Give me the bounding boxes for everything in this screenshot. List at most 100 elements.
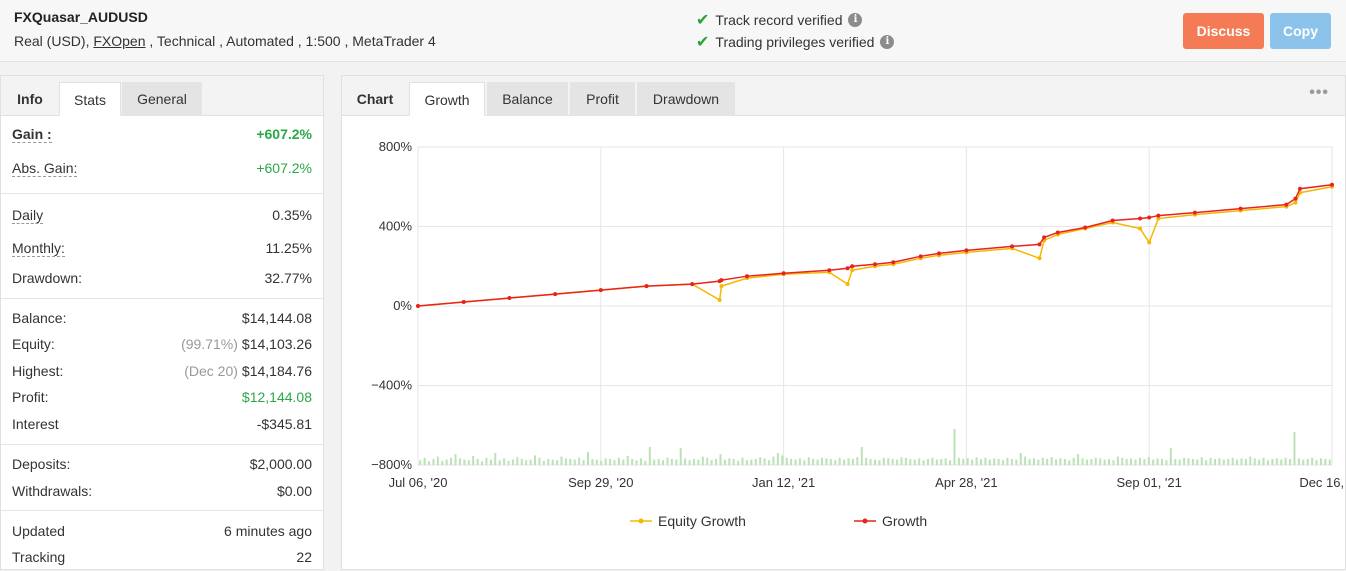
volume-bar	[1293, 432, 1296, 465]
volume-bar	[1196, 459, 1199, 465]
growth-point	[827, 268, 832, 273]
volume-bar	[516, 457, 519, 465]
volume-bar	[1311, 457, 1314, 465]
volume-bar	[613, 460, 616, 465]
checkmark-icon: ✔	[696, 12, 710, 29]
growth-point	[1298, 186, 1303, 191]
volume-bar	[631, 459, 634, 465]
volume-bar	[997, 459, 1000, 465]
volume-bar	[1280, 459, 1283, 465]
volume-bar	[984, 457, 987, 465]
volume-bar	[851, 459, 854, 465]
withdrawals-label: Withdrawals:	[12, 483, 93, 499]
stat-monthly: Monthly: 11.25%	[1, 236, 323, 262]
growth-point	[507, 296, 512, 301]
volume-bar	[918, 458, 921, 465]
daily-label[interactable]: Daily	[12, 207, 44, 224]
volume-bar	[834, 460, 837, 465]
more-options-icon[interactable]: •••	[1309, 84, 1329, 101]
account-meta: Real (USD), FXOpen , Technical , Automat…	[14, 33, 436, 49]
volume-bar	[772, 456, 775, 465]
x-tick-label: Sep 01, '21	[1117, 475, 1182, 490]
volume-bar	[1165, 460, 1168, 465]
volume-bar	[1143, 459, 1146, 465]
volume-bar	[595, 459, 598, 465]
volume-bar	[423, 457, 426, 465]
volume-bar	[1108, 459, 1111, 465]
volume-bar	[525, 460, 528, 465]
volume-bar	[657, 459, 660, 465]
volume-bar	[781, 455, 784, 465]
info-icon[interactable]: i	[880, 35, 895, 49]
volume-bar	[635, 460, 638, 465]
tab-info[interactable]: Info	[17, 91, 43, 107]
volume-bar	[1085, 459, 1088, 465]
info-icon[interactable]: i	[848, 13, 863, 27]
growth-point	[873, 262, 877, 267]
volume-bar	[803, 460, 806, 465]
growth-point	[1192, 210, 1197, 215]
stat-tracking: Tracking 22	[1, 545, 323, 571]
volume-bar	[1297, 458, 1300, 465]
tab-general[interactable]: General	[122, 82, 202, 116]
tab-balance[interactable]: Balance	[487, 82, 568, 116]
volume-bar	[701, 456, 704, 465]
broker-link[interactable]: FXOpen	[93, 33, 146, 49]
growth-point	[936, 251, 941, 256]
volume-bar	[1090, 459, 1093, 465]
withdrawals-value: $0.00	[276, 483, 312, 499]
volume-bar	[458, 458, 461, 465]
tab-stats[interactable]: Stats	[59, 82, 121, 116]
highest-amount: $14,184.76	[241, 363, 312, 379]
tab-growth[interactable]: Growth	[409, 82, 485, 116]
interest-value: -$345.81	[256, 416, 312, 432]
volume-bar	[1041, 457, 1044, 465]
x-tick-label: Dec 16, '21	[1299, 475, 1345, 490]
volume-bar	[556, 460, 559, 465]
volume-bar	[1019, 453, 1022, 465]
volume-bar	[578, 457, 581, 465]
volume-bar	[798, 458, 801, 465]
volume-bar	[1116, 456, 1119, 465]
drawdown-label: Drawdown:	[12, 270, 83, 286]
volume-bar	[935, 459, 938, 465]
abs-gain-label[interactable]: Abs. Gain:	[12, 160, 78, 177]
copy-button[interactable]: Copy	[1270, 13, 1331, 49]
volume-bar	[503, 458, 506, 465]
interest-label: Interest	[12, 416, 59, 432]
tracking-value: 22	[296, 549, 312, 565]
volume-bar	[1227, 459, 1230, 465]
tab-drawdown[interactable]: Drawdown	[637, 82, 735, 116]
discuss-button[interactable]: Discuss	[1183, 13, 1264, 49]
volume-bar	[1218, 458, 1221, 465]
volume-bar	[551, 459, 554, 465]
volume-bar	[785, 457, 788, 465]
volume-bar	[1258, 459, 1261, 465]
tab-chart[interactable]: Chart	[356, 91, 394, 107]
growth-point	[416, 304, 420, 308]
volume-bar	[979, 459, 982, 465]
volume-bar	[1306, 459, 1309, 465]
account-type: Real (USD),	[14, 33, 94, 49]
volume-bar	[1169, 448, 1172, 465]
legend-growth[interactable]: Growth	[854, 513, 927, 529]
stats-tabbar: Info Stats General	[1, 76, 323, 116]
gain-label[interactable]: Gain :	[12, 126, 52, 143]
volume-bar	[966, 458, 969, 465]
volume-bar	[564, 458, 567, 465]
y-tick-label: 800%	[379, 139, 413, 154]
volume-bar	[993, 458, 996, 465]
volume-bar	[511, 459, 514, 465]
volume-bar	[794, 459, 797, 465]
volume-bar	[971, 459, 974, 465]
volume-bar	[454, 454, 457, 465]
monthly-label[interactable]: Monthly:	[12, 240, 65, 257]
tab-profit[interactable]: Profit	[570, 82, 635, 116]
volume-bar	[1032, 458, 1035, 465]
y-axis-labels: 800% 400% 0% −400% −800%	[371, 139, 412, 472]
volume-bar	[1275, 458, 1278, 465]
volume-bar	[670, 459, 673, 465]
volume-bar	[1046, 459, 1049, 465]
equity-growth-point	[1037, 256, 1042, 261]
legend-equity-growth[interactable]: Equity Growth	[630, 513, 746, 529]
